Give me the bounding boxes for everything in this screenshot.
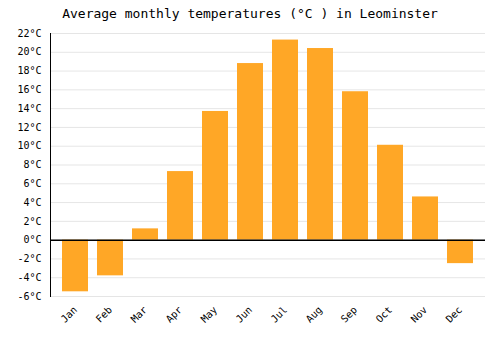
svg-text:Sep: Sep	[339, 304, 360, 325]
svg-text:10°C: 10°C	[17, 140, 41, 151]
svg-text:2°C: 2°C	[23, 216, 41, 227]
svg-text:Dec: Dec	[444, 304, 465, 325]
svg-text:8°C: 8°C	[23, 159, 41, 170]
svg-text:20°C: 20°C	[17, 46, 41, 57]
svg-text:Mar: Mar	[129, 304, 150, 325]
svg-text:Feb: Feb	[94, 304, 115, 325]
svg-text:6°C: 6°C	[23, 178, 41, 189]
svg-text:Nov: Nov	[409, 304, 430, 325]
svg-text:Oct: Oct	[374, 304, 395, 325]
svg-text:16°C: 16°C	[17, 84, 41, 95]
svg-text:14°C: 14°C	[17, 103, 41, 114]
svg-text:22°C: 22°C	[17, 28, 41, 39]
svg-text:-4°C: -4°C	[17, 272, 41, 283]
svg-text:Jul: Jul	[269, 304, 290, 325]
svg-text:Apr: Apr	[164, 304, 185, 325]
svg-text:4°C: 4°C	[23, 197, 41, 208]
html-text:Average monthly temperatures (: Average monthly temperatures (°C ) in Le…	[62, 6, 438, 21]
svg-text:-2°C: -2°C	[17, 253, 41, 264]
svg-text:Jun: Jun	[234, 304, 255, 325]
svg-text:Aug: Aug	[304, 304, 325, 325]
svg-text:-6°C: -6°C	[17, 291, 41, 302]
svg-text:Jan: Jan	[59, 304, 80, 325]
svg-text:18°C: 18°C	[17, 65, 41, 76]
svg-text:0°C: 0°C	[23, 234, 41, 245]
svg-text:May: May	[199, 304, 220, 325]
svg-text:12°C: 12°C	[17, 122, 41, 133]
